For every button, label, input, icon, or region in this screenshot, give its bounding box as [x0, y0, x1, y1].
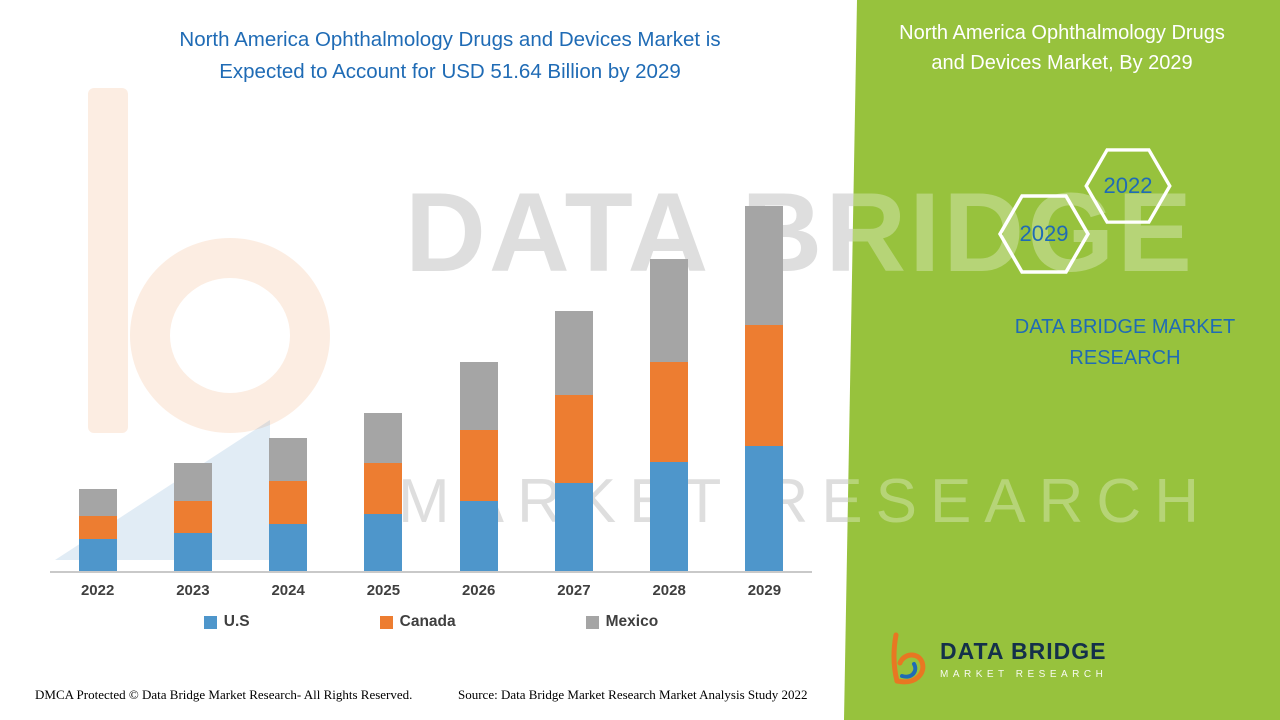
x-axis-label-2024: 2024 — [271, 582, 305, 599]
brand-text: DATA BRIDGE MARKET RESEARCH — [955, 312, 1280, 374]
bar-segment-canada — [459, 430, 498, 501]
legend-label-canada: Canada — [399, 613, 456, 630]
bar-segment-us — [650, 462, 689, 571]
x-axis-label-2022: 2022 — [80, 582, 115, 599]
brand-text-line1: DATA BRIDGE MARKET — [1014, 316, 1236, 338]
bar-segment-mexico — [650, 258, 689, 363]
hexagon-outline-icon — [1084, 148, 1172, 224]
hexagon-2029: 2029 — [998, 194, 1090, 274]
legend-swatch-us — [203, 615, 217, 629]
chart-legend: U.S Canada Mexico — [50, 613, 812, 631]
bar-2024 — [269, 437, 308, 571]
bar-segment-us — [745, 445, 784, 571]
legend-swatch-canada — [379, 615, 393, 629]
bar-2027 — [554, 310, 593, 571]
bar-segment-canada — [554, 395, 593, 484]
legend-item-canada: Canada — [379, 613, 456, 631]
x-axis-label-2026: 2026 — [461, 582, 496, 599]
bar-segment-us — [78, 539, 117, 571]
x-axis-label-2029: 2029 — [747, 582, 782, 599]
bar-segment-mexico — [78, 488, 117, 516]
bar-segment-canada — [650, 362, 689, 462]
dmca-notice: DMCA Protected © Data Bridge Market Rese… — [35, 687, 413, 702]
legend-swatch-mexico — [585, 615, 599, 629]
side-panel-title-line1: North America Ophthalmology Drugs — [899, 22, 1225, 44]
bar-2028 — [650, 258, 689, 571]
hexagon-2022: 2022 — [1084, 148, 1172, 224]
dbmr-logo-icon — [891, 632, 926, 685]
bar-segment-mexico — [459, 362, 498, 431]
bar-2029 — [745, 205, 784, 571]
bar-segment-canada — [78, 515, 117, 540]
x-axis-label-2028: 2028 — [652, 582, 686, 599]
bar-2022 — [78, 488, 117, 571]
bar-segment-us — [554, 483, 593, 571]
logo-text: DATA BRIDGE MARKET RESEARCH — [940, 638, 1107, 680]
x-axis: 2022 2023 2024 2025 2026 2027 2028 2029 — [50, 582, 812, 599]
dbmr-logo: DATA BRIDGE MARKET RESEARCH — [886, 632, 1107, 686]
bar-segment-canada — [745, 325, 784, 446]
bar-segment-us — [269, 524, 308, 571]
bar-segment-us — [173, 532, 212, 571]
hexagon-year-label: 2022 — [1103, 173, 1153, 198]
logo-tagline: MARKET RESEARCH — [940, 669, 1108, 680]
bar-2023 — [173, 462, 212, 571]
bar-segment-mexico — [364, 412, 403, 463]
legend-label-us: U.S — [223, 613, 250, 630]
legend-item-us: U.S — [203, 613, 250, 631]
side-panel-title-line2: and Devices Market, By 2029 — [931, 52, 1193, 74]
brand-text-line2: RESEARCH — [1069, 347, 1181, 369]
bar-2026 — [459, 362, 498, 571]
bar-segment-canada — [364, 462, 403, 514]
bar-segment-canada — [269, 481, 308, 525]
source-note: Source: Data Bridge Market Research Mark… — [458, 687, 808, 702]
chart-title-line2: Expected to Account for USD 51.64 Billio… — [219, 59, 681, 83]
bar-segment-us — [459, 500, 498, 571]
hexagon-outline-icon — [998, 194, 1090, 274]
chart-title: North America Ophthalmology Drugs and De… — [80, 24, 820, 88]
hexagon-year-label: 2029 — [1019, 221, 1069, 246]
bar-segment-canada — [173, 501, 212, 533]
x-axis-label-2027: 2027 — [557, 582, 591, 599]
side-panel-title: North America Ophthalmology Drugs and De… — [856, 18, 1268, 78]
logo-name: DATA BRIDGE — [940, 638, 1107, 664]
x-axis-label-2025: 2025 — [366, 582, 401, 599]
chart-title-line1: North America Ophthalmology Drugs and De… — [179, 28, 721, 51]
bar-segment-us — [364, 513, 403, 571]
bar-segment-mexico — [269, 437, 308, 482]
bar-2025 — [364, 412, 403, 571]
bar-segment-mexico — [745, 205, 784, 326]
x-axis-label-2023: 2023 — [176, 582, 210, 599]
legend-label-mexico: Mexico — [605, 613, 659, 630]
legend-item-mexico: Mexico — [585, 613, 659, 631]
plot-area — [50, 205, 812, 573]
bar-segment-mexico — [554, 310, 593, 396]
stacked-bar-chart: 2022 2023 2024 2025 2026 2027 2028 2029 U.S Cana… — [50, 205, 812, 631]
bar-segment-mexico — [173, 462, 212, 502]
